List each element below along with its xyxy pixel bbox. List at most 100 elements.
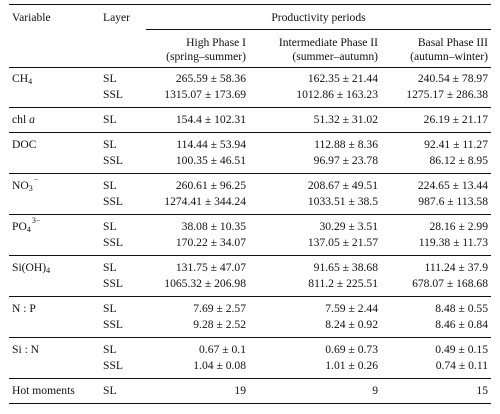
header-phase2-season: (summer–autumn)	[292, 50, 378, 63]
value-cell-p2: 51.32 ± 31.02	[313, 113, 378, 126]
value-cell-p1: 0.67 ± 0.1	[199, 343, 246, 356]
value-cell-p2: 91.65 ± 38.68	[313, 261, 378, 274]
row-separator	[9, 378, 491, 379]
value-cell-p3: 0.74 ± 0.11	[435, 359, 488, 372]
layer-cell: SL	[103, 302, 117, 315]
value-cell-p2: 811.2 ± 225.51	[308, 277, 378, 290]
value-cell-p2: 208.67 ± 49.51	[307, 179, 378, 192]
row-separator	[9, 214, 491, 215]
header-phase3-season: (autumn–winter)	[410, 50, 488, 63]
layer-cell: SL	[103, 113, 117, 126]
row-separator	[9, 337, 491, 338]
value-cell-p3: 26.19 ± 21.17	[423, 113, 488, 126]
value-cell-p2: 1.01 ± 0.26	[325, 359, 378, 372]
value-cell-p3: 8.46 ± 0.84	[435, 318, 488, 331]
variable-main: Si(OH)	[12, 261, 47, 274]
variable-subscript: 4	[28, 77, 33, 86]
variable-italic: a	[29, 113, 35, 126]
value-cell-p2: 137.05 ± 21.57	[307, 236, 378, 249]
variable-subscript: 3	[28, 184, 33, 193]
variable-main: Si : N	[12, 343, 40, 356]
value-cell-p3: 0.49 ± 0.15	[435, 343, 488, 356]
value-cell-p1: 1.04 ± 0.08	[193, 359, 246, 372]
variable-label: DOC	[12, 138, 36, 152]
value-cell-p3: 240.54 ± 78.97	[417, 72, 488, 85]
layer-cell: SL	[103, 343, 117, 356]
row-separator	[9, 107, 491, 108]
layer-cell: SSL	[103, 277, 123, 290]
header-layer: Layer	[103, 11, 131, 24]
value-cell-p1: 131.75 ± 47.07	[175, 261, 246, 274]
variable-main: NO	[12, 179, 29, 192]
value-cell-p3: 8.48 ± 0.55	[435, 302, 488, 315]
value-cell-p3: 111.24 ± 37.9	[424, 261, 488, 274]
header-variable: Variable	[12, 11, 51, 24]
top-rule	[9, 4, 491, 5]
row-separator	[9, 296, 491, 297]
layer-cell: SL	[103, 220, 117, 233]
variable-label: PO 4 3−	[12, 216, 41, 234]
value-cell-p3: 678.07 ± 168.68	[412, 277, 488, 290]
variable-label: chl a	[12, 113, 35, 127]
variable-main: CH	[12, 72, 29, 85]
variable-main: Hot moments	[12, 384, 75, 397]
header-phase1-season: (spring–summer)	[166, 50, 246, 63]
value-cell-p3: 224.65 ± 13.44	[417, 179, 488, 192]
layer-cell: SL	[103, 261, 117, 274]
value-cell-p1: 260.61 ± 96.25	[175, 179, 246, 192]
value-cell-p2: 8.24 ± 0.92	[325, 318, 378, 331]
header-rule	[9, 67, 491, 68]
layer-cell: SSL	[103, 154, 123, 167]
value-cell-p1: 114.44 ± 53.94	[176, 138, 246, 151]
variable-superscript: −	[33, 175, 39, 184]
layer-cell: SL	[103, 138, 117, 151]
value-cell-p3: 15	[476, 384, 488, 397]
variable-main: chl	[12, 113, 30, 126]
value-cell-p1: 265.59 ± 58.36	[175, 72, 246, 85]
row-separator	[9, 132, 491, 133]
layer-cell: SSL	[103, 359, 123, 372]
variable-label: Si : N	[12, 343, 39, 357]
value-cell-p1: 100.35 ± 46.51	[175, 154, 246, 167]
layer-cell: SL	[103, 72, 117, 85]
variable-scripts: 4 3−	[26, 216, 41, 234]
value-cell-p1: 1274.41 ± 344.24	[164, 195, 246, 208]
variable-scripts: 4	[28, 72, 42, 86]
value-cell-p2: 112.88 ± 8.36	[314, 138, 378, 151]
header-productivity-periods: Productivity periods	[271, 11, 366, 24]
variable-subscript: 4	[46, 266, 51, 275]
variable-label: Hot moments	[12, 384, 75, 398]
value-cell-p1: 19	[234, 384, 246, 397]
layer-cell: SSL	[103, 318, 123, 331]
value-cell-p2: 0.69 ± 0.73	[325, 343, 378, 356]
variable-label: CH 4	[12, 72, 42, 86]
variable-main: DOC	[12, 138, 37, 151]
layer-cell: SL	[103, 384, 117, 397]
value-cell-p1: 38.08 ± 10.35	[181, 220, 246, 233]
value-cell-p2: 162.35 ± 21.44	[307, 72, 378, 85]
variable-label: Si(OH) 4	[12, 261, 60, 275]
value-cell-p3: 119.38 ± 11.73	[418, 236, 488, 249]
row-separator	[9, 255, 491, 256]
value-cell-p3: 92.41 ± 11.27	[424, 138, 488, 151]
bottom-rule	[9, 403, 491, 404]
value-cell-p3: 1275.17 ± 286.38	[406, 88, 488, 101]
periods-rule	[146, 29, 491, 30]
value-cell-p1: 7.69 ± 2.57	[193, 302, 246, 315]
layer-cell: SSL	[103, 88, 123, 101]
value-cell-p3: 987.6 ± 113.58	[418, 195, 488, 208]
value-cell-p3: 28.16 ± 2.99	[429, 220, 488, 233]
value-cell-p2: 1033.51 ± 38.5	[307, 195, 378, 208]
variable-label: NO 3−	[12, 175, 43, 193]
layer-cell: SL	[103, 179, 117, 192]
value-cell-p1: 154.4 ± 102.31	[175, 113, 246, 126]
variable-label: N : P	[12, 302, 36, 316]
variable-main: PO	[12, 220, 27, 233]
variable-subscript: 4	[26, 225, 31, 234]
variable-superscript: 3−	[31, 216, 41, 225]
value-cell-p2: 96.97 ± 23.78	[313, 154, 378, 167]
layer-cell: SSL	[103, 236, 123, 249]
value-cell-p2: 1012.86 ± 163.23	[296, 88, 378, 101]
value-cell-p1: 9.28 ± 2.52	[193, 318, 246, 331]
